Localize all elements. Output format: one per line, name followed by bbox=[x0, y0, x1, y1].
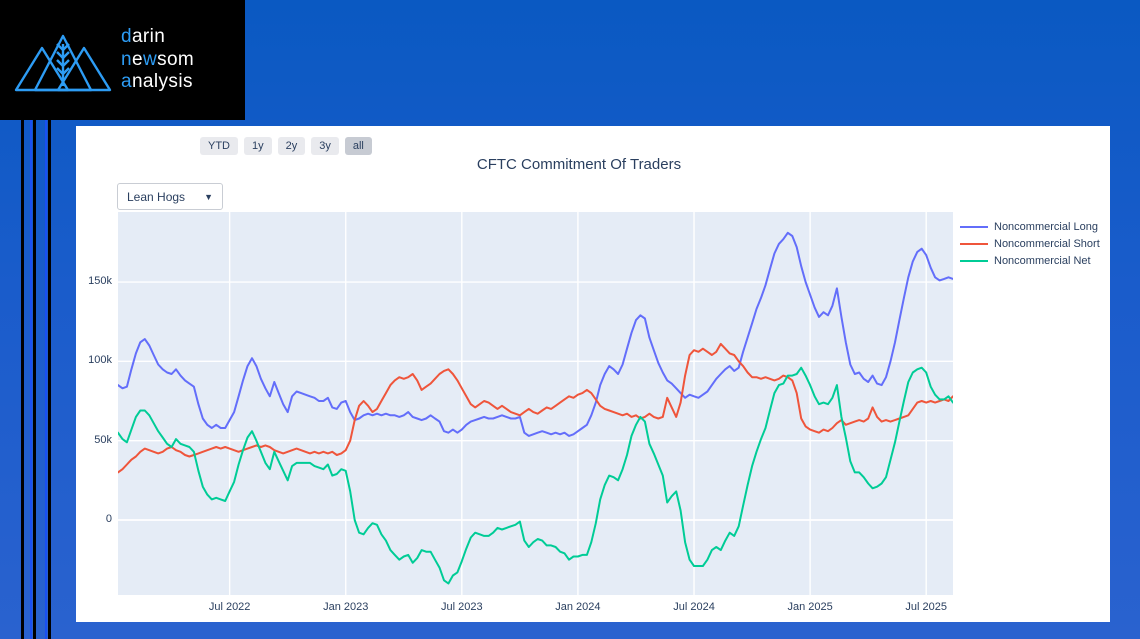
legend-label: Noncommercial Short bbox=[994, 237, 1100, 250]
range-button-1y[interactable]: 1y bbox=[244, 137, 272, 155]
x-tick-label: Jan 2024 bbox=[555, 601, 601, 613]
plot-background bbox=[118, 212, 953, 595]
x-tick-label: Jul 2023 bbox=[441, 601, 483, 613]
logo-wordmark-segment: a bbox=[121, 71, 132, 92]
logo-wordmark-line: newsom bbox=[121, 49, 194, 72]
commodity-dropdown-value: Lean Hogs bbox=[127, 189, 186, 204]
legend: Noncommercial Long Noncommercial Short Non… bbox=[960, 218, 1100, 269]
x-tick-label: Jan 2023 bbox=[323, 601, 369, 613]
range-button-ytd[interactable]: YTD bbox=[200, 137, 238, 155]
logo-wordmark-segment: w bbox=[142, 48, 158, 70]
legend-label: Noncommercial Long bbox=[994, 220, 1098, 233]
background-stripe bbox=[33, 0, 36, 639]
plot-area[interactable] bbox=[117, 212, 954, 595]
mountains-wheat-logo-icon bbox=[14, 34, 112, 92]
legend-item-noncommercial-net[interactable]: Noncommercial Net bbox=[960, 252, 1100, 269]
range-selector: YTD 1y 2y 3y all bbox=[200, 137, 372, 155]
legend-swatch bbox=[960, 225, 988, 228]
legend-item-noncommercial-short[interactable]: Noncommercial Short bbox=[960, 235, 1100, 252]
y-tick-label: 150k bbox=[88, 275, 112, 288]
legend-item-noncommercial-long[interactable]: Noncommercial Long bbox=[960, 218, 1100, 235]
series-line-noncommercial-net[interactable] bbox=[117, 366, 954, 585]
chart-title: CFTC Commitment Of Traders bbox=[476, 156, 682, 173]
range-button-3y[interactable]: 3y bbox=[311, 137, 339, 155]
series-line-noncommercial-short[interactable] bbox=[117, 342, 954, 474]
chart-svg[interactable] bbox=[117, 212, 954, 595]
logo-wordmark-segment: d bbox=[121, 26, 132, 47]
background-stripe bbox=[21, 0, 24, 639]
legend-swatch bbox=[960, 259, 988, 262]
logo-block: darin newsom analysis bbox=[0, 0, 245, 120]
x-tick-label: Jul 2025 bbox=[905, 601, 947, 613]
logo-wordmark-segment: som bbox=[157, 48, 195, 70]
logo-wordmark-line: darin bbox=[121, 26, 194, 49]
y-tick-label: 50k bbox=[94, 433, 112, 446]
commodity-dropdown[interactable]: Lean Hogs ▼ bbox=[117, 183, 223, 210]
caret-down-icon: ▼ bbox=[204, 191, 213, 202]
background-stripe bbox=[48, 0, 51, 639]
logo-wordmark-line: analysis bbox=[121, 71, 194, 94]
x-tick-label: Jul 2024 bbox=[673, 601, 715, 613]
logo-wordmark-segment: nalysis bbox=[131, 71, 193, 92]
x-tick-label: Jul 2022 bbox=[208, 601, 251, 613]
range-button-all[interactable]: all bbox=[344, 137, 372, 155]
range-button-2y[interactable]: 2y bbox=[277, 137, 306, 155]
logo-wordmark-segment: arin bbox=[131, 26, 166, 47]
x-tick-label: Jan 2025 bbox=[787, 601, 833, 613]
background-stripe bbox=[45, 0, 47, 639]
chart-card: YTD 1y 2y 3y all CFTC Commitment Of Traders … bbox=[76, 126, 1110, 622]
legend-swatch bbox=[960, 242, 988, 245]
background-stripe bbox=[30, 0, 32, 639]
series-line-noncommercial-long[interactable] bbox=[117, 231, 954, 437]
logo-wordmark-segment: n bbox=[121, 48, 132, 70]
y-tick-label: 0 bbox=[105, 513, 112, 525]
y-tick-label: 100k bbox=[88, 354, 112, 367]
logo-wordmark: darin newsom analysis bbox=[121, 26, 194, 94]
logo-wordmark-segment: e bbox=[131, 48, 143, 70]
legend-label: Noncommercial Net bbox=[994, 254, 1091, 267]
